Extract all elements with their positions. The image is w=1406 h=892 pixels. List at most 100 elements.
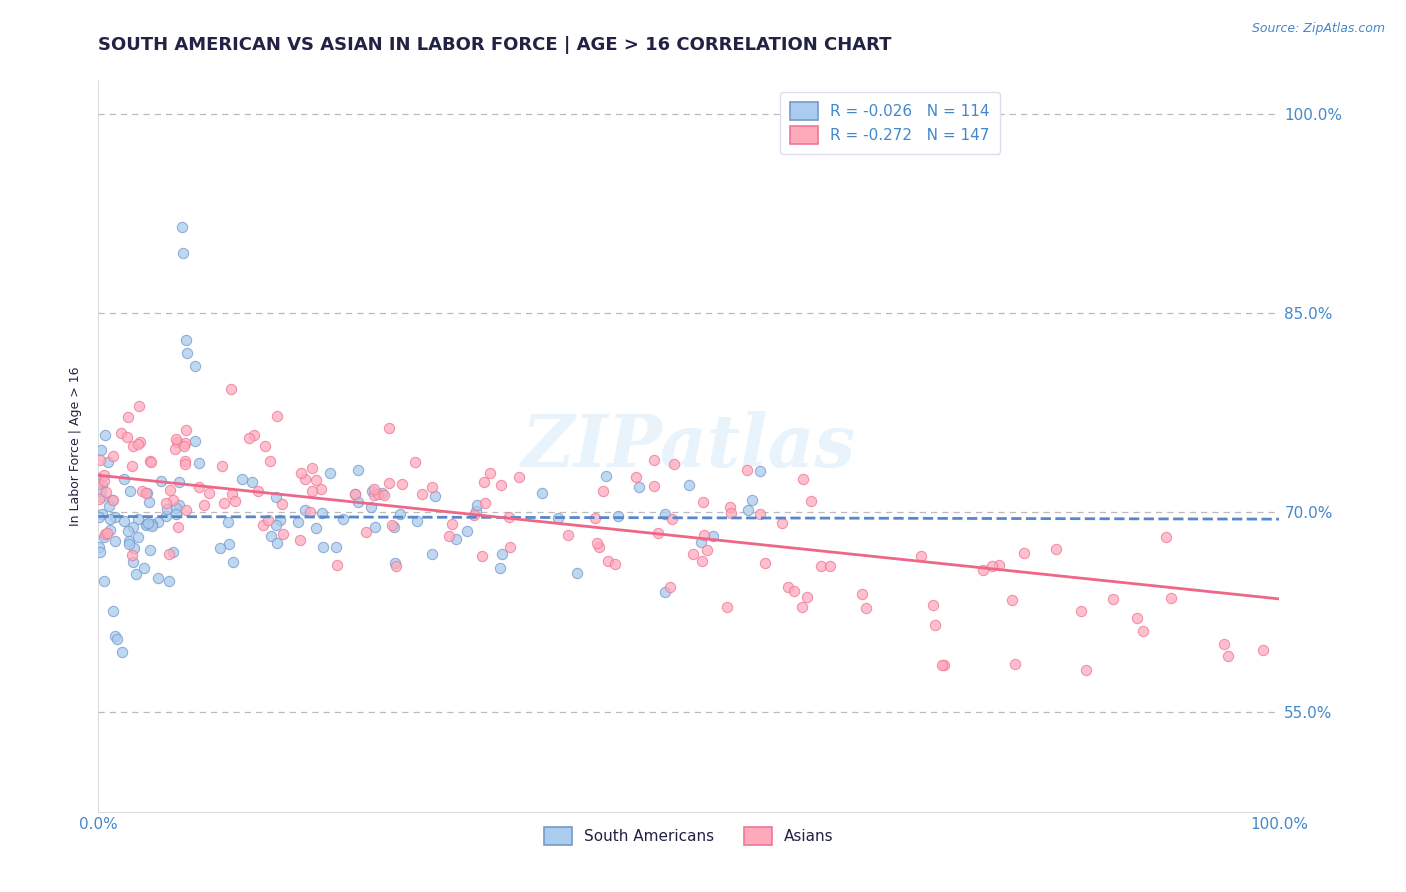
Point xyxy=(118,533,141,548)
Point xyxy=(139,543,162,558)
Point xyxy=(301,484,323,499)
Point xyxy=(696,542,718,557)
Point xyxy=(157,548,180,562)
Point xyxy=(165,507,187,521)
Point xyxy=(420,547,443,561)
Point xyxy=(104,629,127,643)
Point xyxy=(173,435,195,450)
Point xyxy=(159,483,181,497)
Point xyxy=(127,437,149,451)
Point xyxy=(96,525,118,540)
Point xyxy=(121,555,143,569)
Point xyxy=(176,346,198,360)
Point xyxy=(117,524,139,538)
Point xyxy=(1154,530,1177,544)
Point xyxy=(1132,624,1154,638)
Point xyxy=(139,455,162,469)
Point xyxy=(243,427,266,442)
Point xyxy=(557,528,579,542)
Point xyxy=(325,541,347,555)
Point xyxy=(981,558,1004,573)
Point xyxy=(89,510,111,524)
Text: ZIPatlas: ZIPatlas xyxy=(522,410,856,482)
Point xyxy=(1012,546,1035,560)
Point xyxy=(87,471,110,485)
Point xyxy=(264,518,287,533)
Point xyxy=(305,473,328,487)
Point xyxy=(134,561,156,575)
Point xyxy=(246,483,269,498)
Point xyxy=(101,604,124,618)
Point xyxy=(135,517,157,532)
Point xyxy=(121,438,143,452)
Point xyxy=(294,472,316,486)
Point xyxy=(377,476,399,491)
Point xyxy=(89,545,111,559)
Point xyxy=(301,461,323,475)
Point xyxy=(90,483,112,498)
Point xyxy=(270,497,292,511)
Point xyxy=(174,423,197,437)
Point xyxy=(690,554,713,568)
Point xyxy=(101,449,124,463)
Point xyxy=(105,632,128,646)
Point xyxy=(139,454,162,468)
Point xyxy=(361,484,384,499)
Point xyxy=(138,495,160,509)
Point xyxy=(479,466,502,480)
Point xyxy=(121,520,143,534)
Point xyxy=(125,567,148,582)
Point xyxy=(782,583,804,598)
Point xyxy=(91,507,114,521)
Point xyxy=(305,521,328,535)
Point xyxy=(264,490,287,504)
Point xyxy=(586,536,609,550)
Point xyxy=(471,549,494,564)
Point xyxy=(474,496,496,510)
Point xyxy=(146,515,169,529)
Legend: South Americans, Asians: South Americans, Asians xyxy=(533,816,845,855)
Point xyxy=(439,529,461,543)
Point xyxy=(184,434,207,449)
Point xyxy=(467,499,489,513)
Point xyxy=(499,540,522,554)
Point xyxy=(115,430,138,444)
Point xyxy=(498,509,520,524)
Point xyxy=(87,491,110,506)
Point xyxy=(607,508,630,523)
Point xyxy=(647,526,669,541)
Point xyxy=(93,530,115,544)
Point xyxy=(658,580,681,594)
Point xyxy=(112,472,135,486)
Point xyxy=(1160,591,1182,606)
Y-axis label: In Labor Force | Age > 16: In Labor Force | Age > 16 xyxy=(69,367,83,525)
Point xyxy=(1004,657,1026,672)
Point xyxy=(90,443,112,458)
Point xyxy=(363,482,385,496)
Point xyxy=(1070,604,1092,618)
Point xyxy=(91,478,114,492)
Point xyxy=(127,530,149,544)
Point xyxy=(162,545,184,559)
Point xyxy=(294,502,316,516)
Point xyxy=(332,512,354,526)
Point xyxy=(224,494,246,508)
Point xyxy=(689,535,711,549)
Point xyxy=(298,505,321,519)
Point xyxy=(187,480,209,494)
Point xyxy=(643,453,665,467)
Point xyxy=(654,507,676,521)
Point xyxy=(1045,542,1067,557)
Point xyxy=(167,520,190,534)
Point xyxy=(720,506,742,520)
Point xyxy=(212,496,235,510)
Point xyxy=(135,486,157,500)
Text: SOUTH AMERICAN VS ASIAN IN LABOR FORCE | AGE > 16 CORRELATION CHART: SOUTH AMERICAN VS ASIAN IN LABOR FORCE |… xyxy=(98,36,891,54)
Point xyxy=(165,500,187,515)
Point xyxy=(737,502,759,516)
Point xyxy=(851,587,873,601)
Point xyxy=(792,472,814,486)
Point xyxy=(141,519,163,533)
Point xyxy=(385,559,408,574)
Point xyxy=(855,601,877,615)
